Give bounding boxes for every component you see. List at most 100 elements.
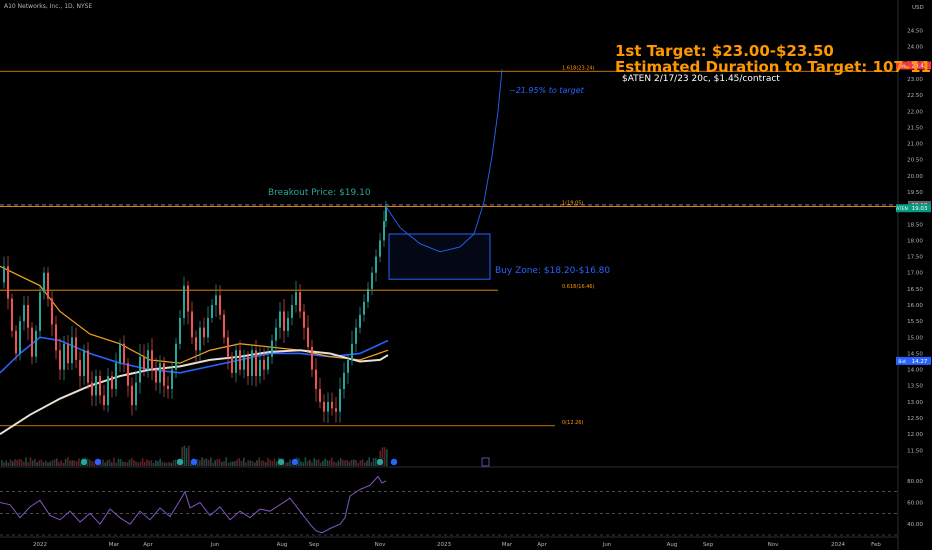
breakout-price-label: Breakout Price: $19.10 xyxy=(268,188,371,198)
candle-body xyxy=(339,388,341,412)
candle-body xyxy=(119,343,121,364)
volume-bar xyxy=(150,460,153,466)
volume-bar xyxy=(38,460,40,466)
candle-body xyxy=(87,350,89,383)
volume-bar xyxy=(53,459,56,466)
y-tick-label: 12.50 xyxy=(907,416,923,422)
volume-bar xyxy=(368,457,370,466)
candle-body xyxy=(159,363,161,383)
candle-body xyxy=(379,240,381,257)
candle-body xyxy=(155,369,157,383)
candle-body xyxy=(251,350,253,377)
chart-title: A10 Networks, Inc., 1D, NYSE xyxy=(4,3,93,10)
volume-bar xyxy=(276,461,278,466)
candle-body xyxy=(55,324,57,351)
volume-bar xyxy=(322,460,324,466)
x-tick-label: Aug xyxy=(277,542,288,548)
y-tick-label: 15.50 xyxy=(907,319,923,325)
x-tick-label: Apr xyxy=(537,542,547,548)
event-markers[interactable] xyxy=(80,457,490,467)
volume-bar xyxy=(91,461,93,466)
candle-body xyxy=(111,376,113,389)
candle-body xyxy=(91,382,93,396)
volume-bar xyxy=(251,461,254,466)
volume-bar xyxy=(216,459,219,466)
volume-bar xyxy=(214,460,216,466)
volume-bar xyxy=(267,457,269,466)
volume-bar xyxy=(126,462,128,466)
volume-bar xyxy=(355,460,357,466)
candle-body xyxy=(343,372,345,389)
volume-bar xyxy=(357,462,359,466)
candle-body xyxy=(51,298,53,325)
volume-bar xyxy=(361,459,364,466)
y-tick-label: 24.00 xyxy=(907,45,923,51)
volume-bar xyxy=(324,458,326,466)
volume-bar xyxy=(25,457,27,466)
volume-bar xyxy=(51,460,54,466)
volume-bar xyxy=(258,457,260,466)
candle-body xyxy=(195,337,197,351)
price-axis[interactable]: 11.50 12.00 12.50 13.00 13.50 14.00 14.50 15.00… xyxy=(907,29,923,529)
target-annotation: 1st Target: $23.00-$23.50 xyxy=(615,42,834,60)
candle-body xyxy=(167,385,169,389)
candle-body xyxy=(383,221,385,241)
volume-bar xyxy=(210,457,212,466)
candle-body xyxy=(247,356,249,377)
candle-body xyxy=(199,327,201,351)
candle-body xyxy=(63,343,65,370)
volume-bar xyxy=(247,460,249,466)
y-tick-label: 18.50 xyxy=(907,222,923,228)
candle-body xyxy=(347,359,349,373)
volume-bar xyxy=(284,462,287,466)
volume-bar xyxy=(353,459,355,466)
volume-bar xyxy=(269,459,271,466)
candle-body xyxy=(3,266,5,283)
fib-label: 1(19.05) xyxy=(562,201,583,207)
volume-bar xyxy=(245,462,247,466)
candle-body xyxy=(255,350,257,377)
volume-bar xyxy=(313,458,315,466)
x-tick-label: Sep xyxy=(309,542,320,548)
x-tick-label: Mar xyxy=(502,542,513,548)
candle-body xyxy=(263,359,265,370)
candle-body xyxy=(219,295,221,315)
volume-bar xyxy=(375,457,377,466)
volume-bar xyxy=(106,460,109,466)
rsi-panel xyxy=(0,475,898,536)
price-candles xyxy=(3,201,387,423)
volume-bar xyxy=(159,458,161,466)
x-tick-label: Jun xyxy=(210,542,220,548)
candle-body xyxy=(59,350,61,370)
volume-bar xyxy=(326,460,329,466)
volume-bar xyxy=(328,460,331,466)
y-tick-label: 19.50 xyxy=(907,190,923,196)
volume-bar xyxy=(93,461,95,466)
price-tag-label: Ask xyxy=(898,63,906,69)
event-marker-icon xyxy=(94,458,102,466)
y-tick-label: 23.00 xyxy=(907,77,923,83)
candle-body xyxy=(43,272,45,293)
volume-bar xyxy=(163,462,166,466)
volume-bar xyxy=(174,459,177,466)
y-tick-label: 16.00 xyxy=(907,303,923,309)
volume-bar xyxy=(58,462,60,466)
x-tick-label: Apr xyxy=(143,542,153,548)
volume-bar xyxy=(130,457,133,466)
time-axis[interactable]: 2022 Mar Apr Jun Aug Sep Nov 2023 Mar Apr Jun Aug Se… xyxy=(33,542,881,548)
volume-bar xyxy=(218,458,221,466)
volume-bar xyxy=(111,462,113,466)
candle-body xyxy=(183,285,185,318)
volume-bar xyxy=(155,460,157,466)
fib-label: 0(12.26) xyxy=(562,420,583,426)
candle-body xyxy=(19,321,21,354)
candle-body xyxy=(239,350,241,370)
candle-body xyxy=(375,256,377,273)
y-tick-label: 18.00 xyxy=(907,238,923,244)
candle-body xyxy=(163,363,165,386)
candle-body xyxy=(367,288,369,302)
duration-annotation: Estimated Duration to Target: 107-116d xyxy=(615,58,932,76)
candle-body xyxy=(279,311,281,328)
y-tick-label: 12.00 xyxy=(907,432,923,438)
